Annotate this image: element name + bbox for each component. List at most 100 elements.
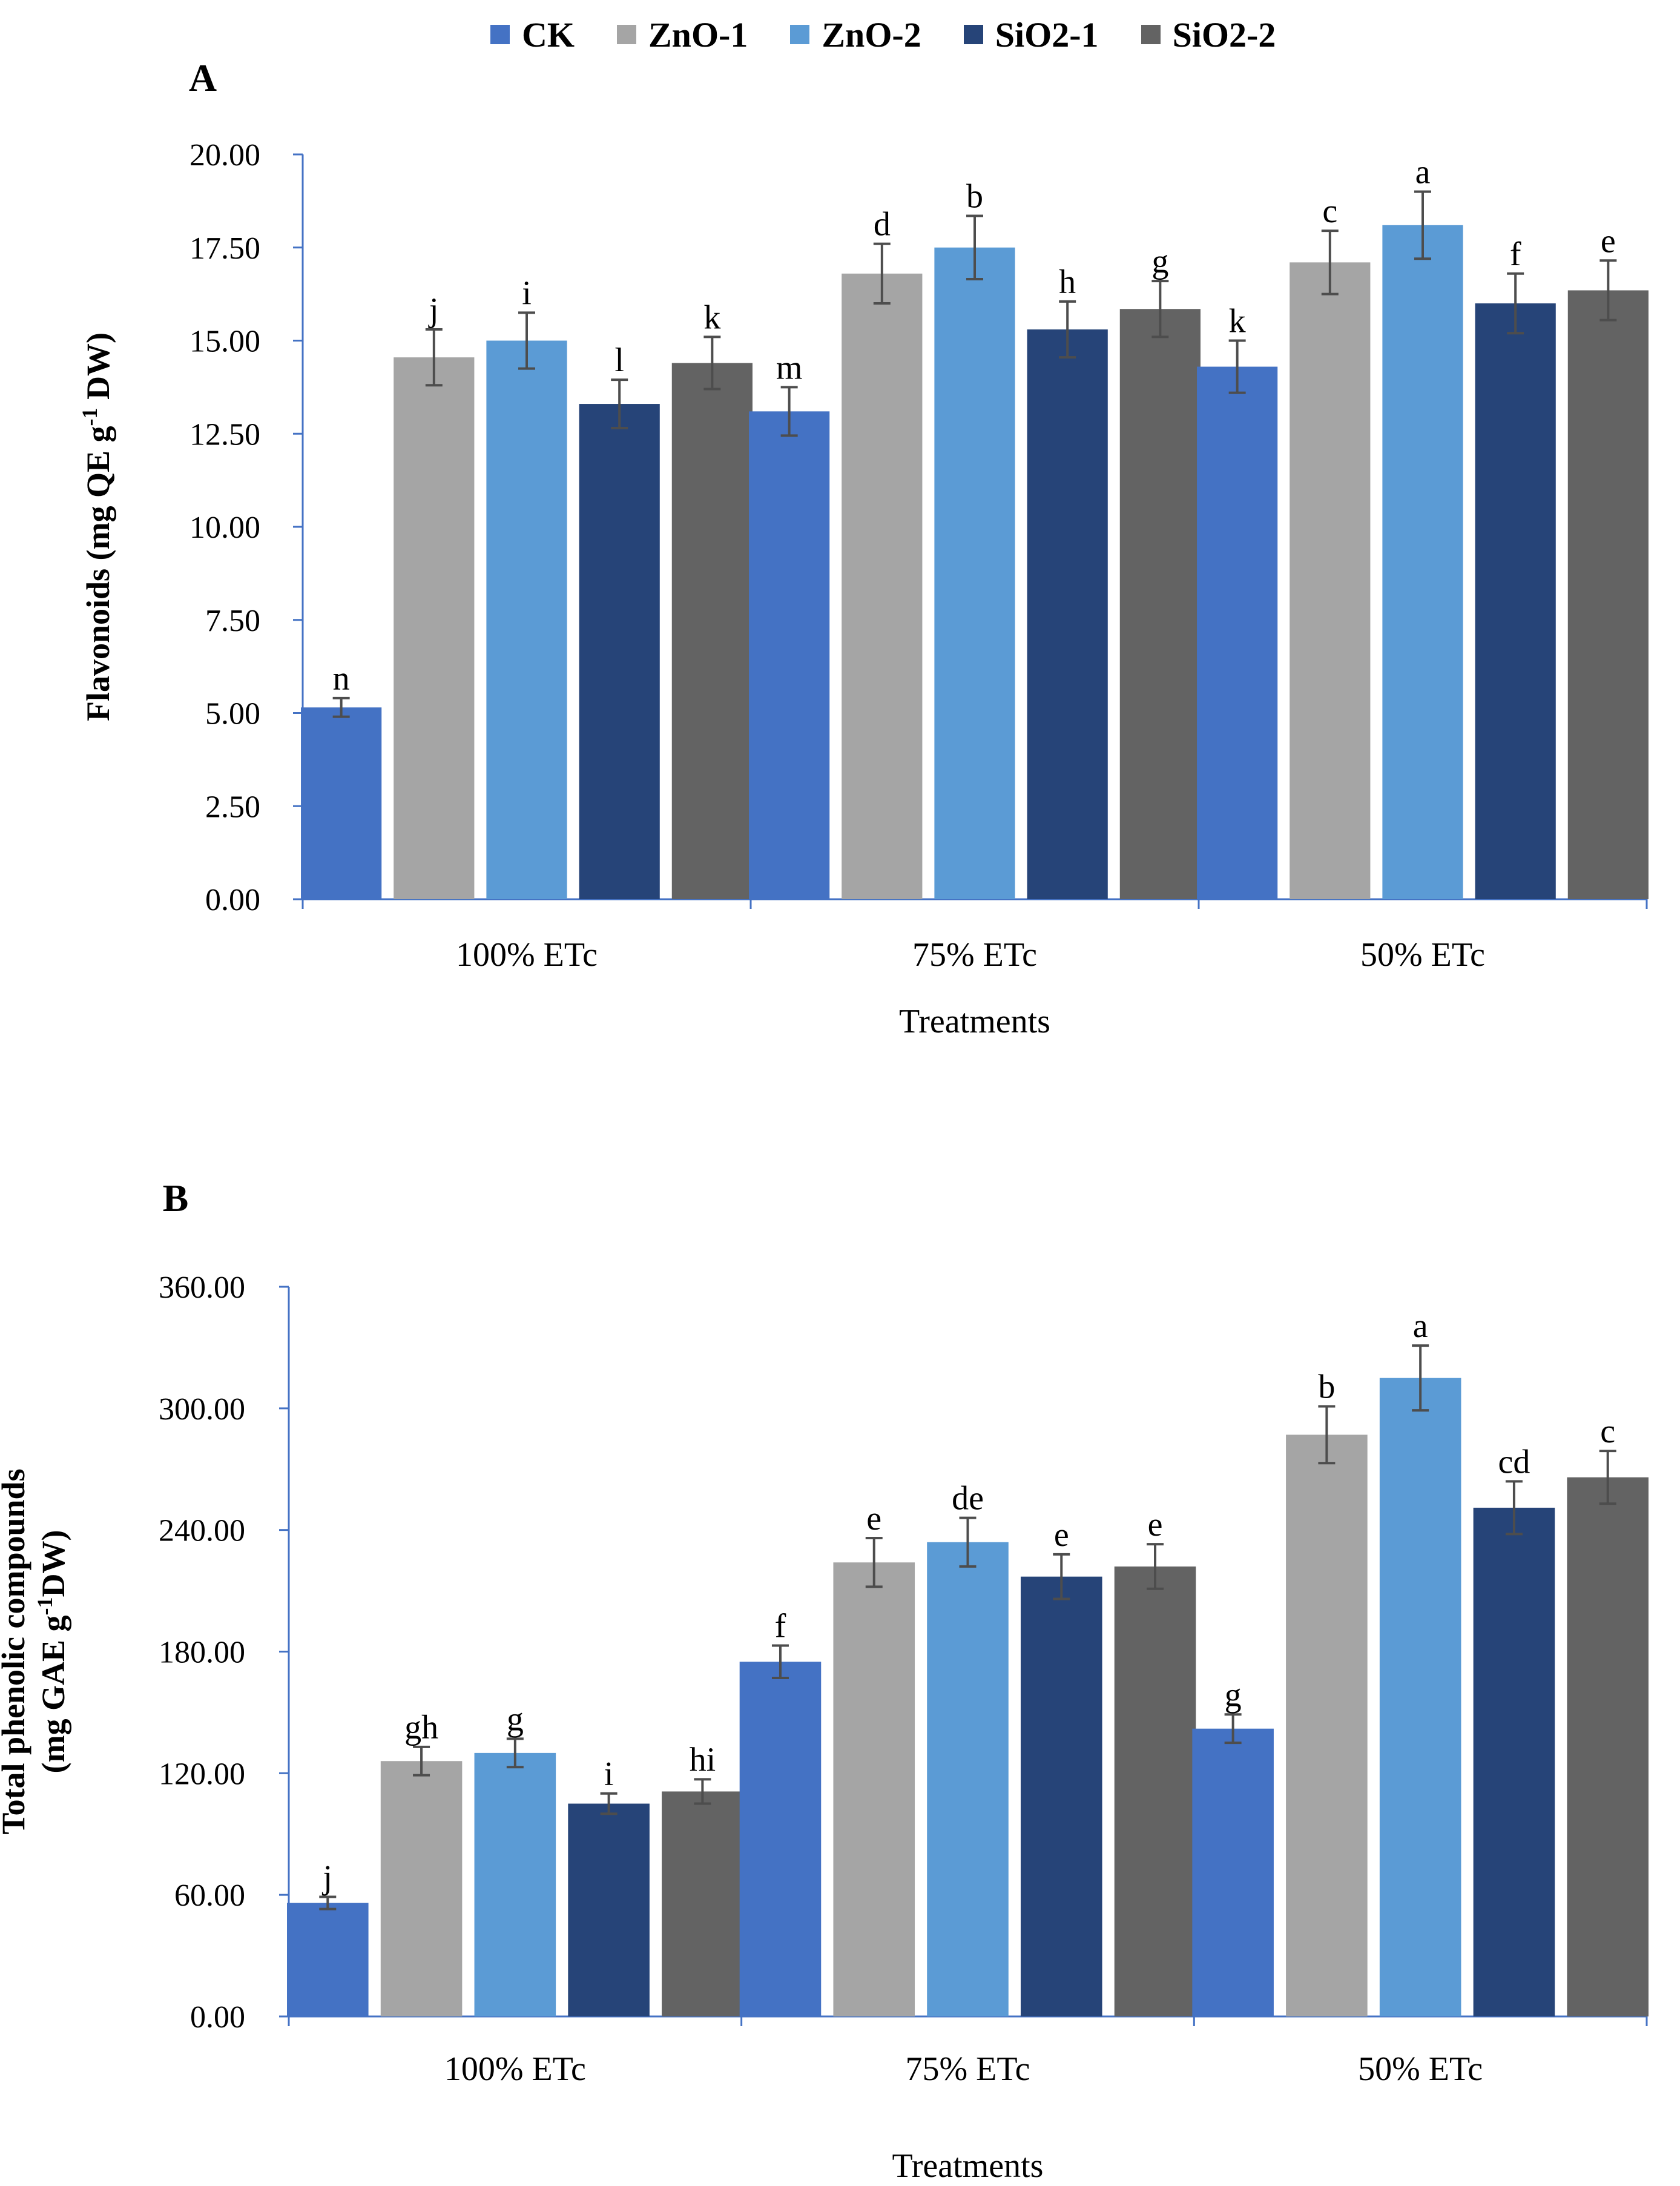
y-tick-label: 10.00 xyxy=(189,510,260,545)
panel-label: A xyxy=(189,56,217,99)
x-category-label: 50% ETc xyxy=(1360,936,1485,974)
legend-item: ZnO-1 xyxy=(617,15,748,55)
chart-panel-b: B 0.00 60.00 120.00 180.00 240.00 300.00 360.00… xyxy=(0,1177,1649,2185)
significance-letter: n xyxy=(333,660,350,698)
bar xyxy=(1286,1435,1368,2016)
y-axis-title: Flavonoids (mg QE g-1 DW) xyxy=(77,332,116,721)
y-tick-label: 180.00 xyxy=(159,1636,245,1670)
significance-letter: j xyxy=(428,291,439,329)
x-category-label: 50% ETc xyxy=(1358,2050,1483,2088)
bar xyxy=(671,363,753,899)
y-tick-label: 60.00 xyxy=(174,1878,245,1913)
y-tick-label: 0.00 xyxy=(190,2000,245,2035)
y-tick-label: 240.00 xyxy=(159,1514,245,1548)
significance-letter: i xyxy=(604,1755,614,1793)
bar xyxy=(1020,1576,1102,2016)
significance-letter: m xyxy=(776,349,803,386)
legend-swatch xyxy=(617,25,636,44)
legend-swatch xyxy=(1141,25,1161,44)
legend-item: CK xyxy=(490,15,575,55)
significance-letter: a xyxy=(1413,1307,1428,1345)
bar xyxy=(287,1903,369,2016)
significance-letter: g xyxy=(1225,1676,1242,1714)
x-axis-title: Treatments xyxy=(892,2147,1044,2185)
bar xyxy=(1382,225,1463,900)
bar xyxy=(662,1791,743,2016)
bar xyxy=(1473,1507,1555,2016)
bar xyxy=(380,1761,463,2016)
y-tick-label: 17.50 xyxy=(189,231,260,266)
y-tick-label: 300.00 xyxy=(159,1392,245,1427)
legend-label: SiO2-2 xyxy=(1172,15,1276,54)
y-tick-label: 15.00 xyxy=(189,325,260,359)
bar xyxy=(927,1542,1009,2016)
bar xyxy=(579,404,660,899)
x-category-label: 75% ETc xyxy=(905,2050,1030,2088)
significance-letter: f xyxy=(775,1607,786,1645)
significance-letter: i xyxy=(522,274,532,312)
bar xyxy=(1379,1378,1461,2016)
legend-swatch xyxy=(790,25,810,44)
chart-panel-a: A 0.00 2.50 5.00 7.50 10.00 12.50 15.00 17.50 20.… xyxy=(77,56,1649,1040)
bar xyxy=(474,1752,556,2016)
bar xyxy=(301,707,382,899)
legend-label: SiO2-1 xyxy=(995,15,1099,54)
significance-letter: de xyxy=(952,1480,984,1517)
bar xyxy=(833,1562,915,2016)
significance-letter: cd xyxy=(1498,1443,1530,1481)
y-tick-label: 7.50 xyxy=(205,604,260,638)
y-tick-label: 12.50 xyxy=(189,417,260,452)
bar xyxy=(486,340,567,899)
legend-label: CK xyxy=(522,15,575,54)
legend-label: ZnO-1 xyxy=(648,15,748,54)
legend-item: SiO2-2 xyxy=(1141,15,1276,55)
x-category-label: 100% ETc xyxy=(456,936,598,974)
bar xyxy=(568,1803,650,2016)
significance-letter: a xyxy=(1415,154,1431,191)
bar xyxy=(842,273,923,899)
y-tick-label: 360.00 xyxy=(159,1270,245,1305)
legend-swatch xyxy=(963,25,983,44)
y-tick-label: 120.00 xyxy=(159,1757,245,1791)
significance-letter: j xyxy=(322,1859,333,1897)
y-tick-label: 2.50 xyxy=(205,790,260,824)
significance-letter: e xyxy=(866,1500,881,1537)
bar xyxy=(749,411,830,899)
significance-letter: e xyxy=(1148,1506,1163,1544)
significance-letter: c xyxy=(1322,193,1337,230)
bar xyxy=(1114,1566,1196,2016)
bar xyxy=(1567,290,1649,900)
significance-letter: l xyxy=(614,342,624,379)
legend: CK ZnO-1 ZnO-2 SiO2-1 SiO2-2 xyxy=(490,13,1318,56)
y-axis-title: Total phenolic compounds(mg GAE g-1DW) xyxy=(0,1468,71,1834)
bar xyxy=(394,357,475,899)
bar xyxy=(1192,1728,1274,2016)
legend-label: ZnO-2 xyxy=(822,15,921,54)
y-tick-label: 5.00 xyxy=(205,697,260,731)
significance-letter: hi xyxy=(690,1741,716,1778)
bar xyxy=(1290,262,1371,900)
bar xyxy=(1027,329,1108,899)
bar xyxy=(934,247,1015,899)
bar xyxy=(739,1662,822,2016)
significance-letter: h xyxy=(1059,263,1076,301)
legend-swatch xyxy=(490,25,510,44)
panel-label: B xyxy=(163,1177,189,1220)
significance-letter: g xyxy=(507,1700,524,1738)
significance-letter: d xyxy=(874,206,891,243)
legend-item: SiO2-1 xyxy=(963,15,1099,55)
x-category-label: 75% ETc xyxy=(912,936,1037,974)
significance-letter: b xyxy=(1318,1368,1335,1405)
y-tick-label: 0.00 xyxy=(205,883,260,917)
significance-letter: g xyxy=(1151,243,1168,280)
y-tick-label: 20.00 xyxy=(189,138,260,173)
x-category-label: 100% ETc xyxy=(444,2050,586,2088)
significance-letter: c xyxy=(1600,1413,1615,1450)
significance-letter: gh xyxy=(404,1709,438,1746)
bar xyxy=(1475,303,1556,899)
bar xyxy=(1567,1477,1649,2016)
significance-letter: k xyxy=(703,299,720,336)
bar xyxy=(1119,309,1201,900)
significance-letter: e xyxy=(1054,1516,1069,1554)
